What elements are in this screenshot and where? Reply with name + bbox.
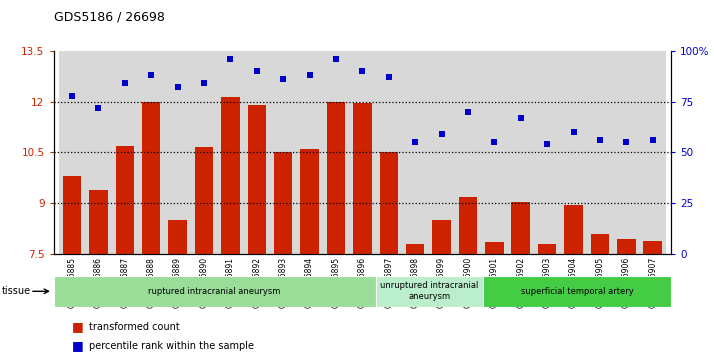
Bar xyxy=(59,51,85,254)
Bar xyxy=(85,51,111,254)
Bar xyxy=(376,276,483,307)
Text: ruptured intracranial aneurysm: ruptured intracranial aneurysm xyxy=(149,287,281,296)
Text: superficial temporal artery: superficial temporal artery xyxy=(521,287,633,296)
Point xyxy=(594,137,605,143)
Point xyxy=(541,142,553,147)
Bar xyxy=(538,244,556,254)
Bar xyxy=(640,51,666,254)
Text: transformed count: transformed count xyxy=(89,322,180,332)
Bar xyxy=(560,51,587,254)
Text: ■: ■ xyxy=(71,339,83,352)
Bar xyxy=(428,51,455,254)
Point xyxy=(198,81,210,86)
Text: tissue: tissue xyxy=(1,286,31,296)
Bar xyxy=(376,51,402,254)
Point xyxy=(383,74,394,80)
Point xyxy=(251,68,263,74)
Bar xyxy=(613,51,640,254)
Bar xyxy=(564,205,583,254)
Point xyxy=(119,81,131,86)
Bar xyxy=(483,276,671,307)
Bar xyxy=(243,51,270,254)
Bar xyxy=(296,51,323,254)
Bar xyxy=(111,51,138,254)
Bar xyxy=(590,234,609,254)
Bar xyxy=(380,152,398,254)
Bar xyxy=(63,176,81,254)
Bar xyxy=(270,51,296,254)
Point xyxy=(409,139,421,145)
Bar xyxy=(89,190,108,254)
Bar xyxy=(485,242,503,254)
Bar xyxy=(587,51,613,254)
Bar xyxy=(301,149,319,254)
Bar xyxy=(534,51,560,254)
Text: unruptured intracranial
aneurysm: unruptured intracranial aneurysm xyxy=(381,281,478,301)
Bar xyxy=(221,97,240,254)
Point xyxy=(647,137,658,143)
Bar xyxy=(323,51,349,254)
Bar xyxy=(169,220,187,254)
Bar xyxy=(138,51,164,254)
Bar xyxy=(195,147,213,254)
Bar xyxy=(191,51,217,254)
Bar xyxy=(349,51,376,254)
Bar xyxy=(455,51,481,254)
Text: percentile rank within the sample: percentile rank within the sample xyxy=(89,340,254,351)
Text: GDS5186 / 26698: GDS5186 / 26698 xyxy=(54,11,164,24)
Bar xyxy=(217,51,243,254)
Point xyxy=(568,129,579,135)
Point xyxy=(515,115,526,121)
Point xyxy=(225,56,236,62)
Bar xyxy=(458,196,477,254)
Point xyxy=(436,131,447,137)
Point xyxy=(278,76,289,82)
Bar xyxy=(643,241,662,254)
Bar xyxy=(508,51,534,254)
Point xyxy=(66,93,78,98)
Bar xyxy=(116,146,134,254)
Point xyxy=(93,105,104,111)
Point xyxy=(172,85,183,90)
Point xyxy=(331,56,342,62)
Text: ■: ■ xyxy=(71,320,83,333)
Bar xyxy=(327,102,345,254)
Bar xyxy=(353,103,371,254)
Bar xyxy=(54,276,376,307)
Point xyxy=(488,139,500,145)
Bar xyxy=(142,102,161,254)
Bar xyxy=(248,105,266,254)
Point xyxy=(356,68,368,74)
Bar xyxy=(511,201,530,254)
Bar xyxy=(481,51,508,254)
Bar xyxy=(274,152,293,254)
Bar xyxy=(406,244,424,254)
Point xyxy=(304,72,316,78)
Bar xyxy=(402,51,428,254)
Point xyxy=(620,139,632,145)
Bar xyxy=(617,239,635,254)
Point xyxy=(146,72,157,78)
Point xyxy=(462,109,473,115)
Bar xyxy=(164,51,191,254)
Bar xyxy=(432,220,451,254)
